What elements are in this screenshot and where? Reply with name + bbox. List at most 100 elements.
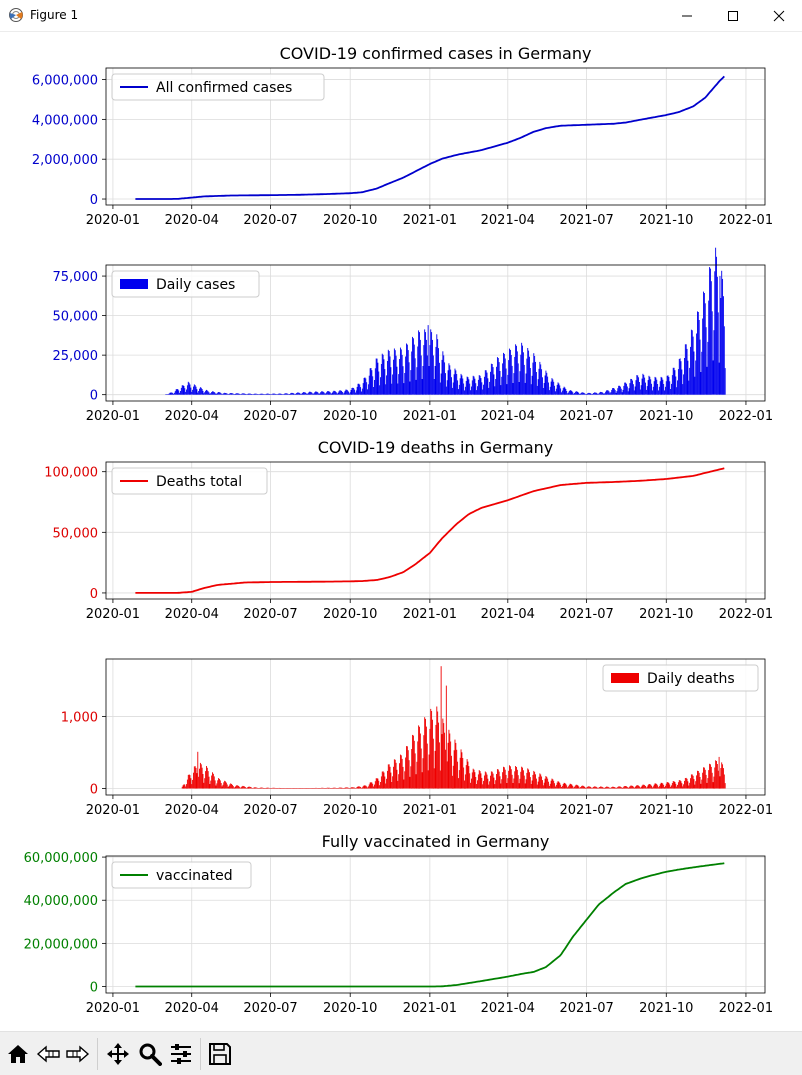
daily-bar <box>706 782 708 789</box>
daily-bar <box>535 774 536 789</box>
daily-bar <box>600 392 602 395</box>
figure-canvas[interactable]: 2020-01 2020-04 2020-07 2020-10 2021-01 2021-… <box>0 31 802 1030</box>
daily-bar <box>432 355 434 395</box>
daily-bar <box>564 387 566 395</box>
forward-button[interactable] <box>63 1039 93 1069</box>
daily-bar <box>206 767 208 789</box>
daily-bar <box>530 384 532 395</box>
daily-bar <box>604 787 606 789</box>
daily-bar <box>430 329 432 395</box>
x-tick-label: 2020-04 <box>165 803 219 818</box>
daily-bar <box>395 355 397 395</box>
daily-bar <box>611 389 613 395</box>
daily-bar <box>226 393 228 395</box>
daily-bar <box>216 783 218 789</box>
daily-bar <box>171 392 173 395</box>
daily-bar <box>325 788 327 789</box>
daily-bar <box>531 780 533 789</box>
daily-bar <box>228 785 230 789</box>
daily-bar <box>275 394 277 395</box>
daily-bar <box>590 393 592 395</box>
daily-bar <box>452 765 454 789</box>
legend-label: Daily cases <box>156 277 235 293</box>
x-tick-label: 2021-04 <box>481 803 535 818</box>
x-tick-label: 2021-01 <box>403 409 457 424</box>
daily-bar <box>615 392 617 395</box>
legend-label: All confirmed cases <box>156 80 292 96</box>
minimize-button[interactable] <box>664 0 710 31</box>
daily-bar <box>545 776 547 789</box>
daily-bar <box>558 781 560 789</box>
daily-bar <box>400 349 402 395</box>
daily-bar <box>272 393 274 395</box>
daily-bar <box>188 382 190 395</box>
back-button[interactable] <box>33 1039 63 1069</box>
daily-bar <box>701 351 703 395</box>
daily-bar <box>341 787 342 789</box>
daily-bar <box>722 764 724 789</box>
daily-bar <box>403 779 405 789</box>
daily-bar <box>504 769 506 789</box>
daily-bar <box>593 393 594 395</box>
x-tick-label: 2021-04 <box>481 1001 535 1016</box>
daily-bar <box>212 772 213 789</box>
daily-bar <box>697 312 699 395</box>
pan-button[interactable] <box>103 1039 133 1069</box>
daily-bar <box>520 354 522 395</box>
x-tick-label: 2020-10 <box>323 607 377 622</box>
daily-bar <box>274 393 276 395</box>
daily-bar <box>518 382 520 395</box>
zoom-button[interactable] <box>135 1039 165 1069</box>
daily-bar <box>252 394 254 395</box>
x-tick-label: 2021-07 <box>559 607 613 622</box>
configure-subplots-button[interactable] <box>166 1039 196 1069</box>
home-button[interactable] <box>3 1039 33 1069</box>
daily-bar <box>423 345 425 395</box>
daily-bar <box>690 346 691 395</box>
daily-bar <box>270 788 272 789</box>
daily-bar <box>268 787 270 789</box>
daily-bar <box>567 786 569 789</box>
daily-bar <box>452 382 454 395</box>
daily-bar <box>664 390 665 395</box>
daily-bar <box>264 788 265 789</box>
daily-bar <box>700 372 702 395</box>
daily-bar <box>326 391 328 395</box>
daily-bar <box>415 379 417 395</box>
daily-bar <box>402 366 404 395</box>
daily-bar <box>370 782 372 789</box>
daily-bar <box>688 785 690 789</box>
minimize-icon <box>682 15 692 16</box>
daily-bar <box>697 770 698 789</box>
daily-bar <box>289 788 291 789</box>
daily-bar <box>259 787 261 789</box>
daily-bar <box>578 392 580 395</box>
daily-bar <box>695 781 697 789</box>
daily-bar <box>425 726 427 789</box>
daily-bar <box>273 393 275 395</box>
daily-bar <box>673 367 675 395</box>
daily-bar <box>198 776 200 789</box>
daily-bar <box>528 769 530 789</box>
daily-bar <box>386 778 388 789</box>
daily-bar <box>438 742 440 789</box>
daily-bar <box>634 386 636 395</box>
daily-bar <box>239 394 241 395</box>
close-button[interactable] <box>756 0 802 31</box>
daily-bar <box>442 351 444 395</box>
maximize-button[interactable] <box>710 0 756 31</box>
daily-bar <box>283 394 284 395</box>
daily-bar <box>570 784 572 789</box>
daily-bar <box>574 785 576 789</box>
x-tick-label: 2020-01 <box>86 803 140 818</box>
daily-bar <box>261 787 263 789</box>
daily-bar <box>315 391 317 395</box>
daily-bar <box>328 391 330 395</box>
daily-bar <box>380 364 382 395</box>
daily-bar <box>347 390 349 395</box>
daily-bar <box>712 360 714 395</box>
daily-bar <box>703 767 704 789</box>
daily-bar <box>320 392 322 395</box>
save-button[interactable] <box>205 1039 235 1069</box>
daily-bar <box>453 750 455 789</box>
